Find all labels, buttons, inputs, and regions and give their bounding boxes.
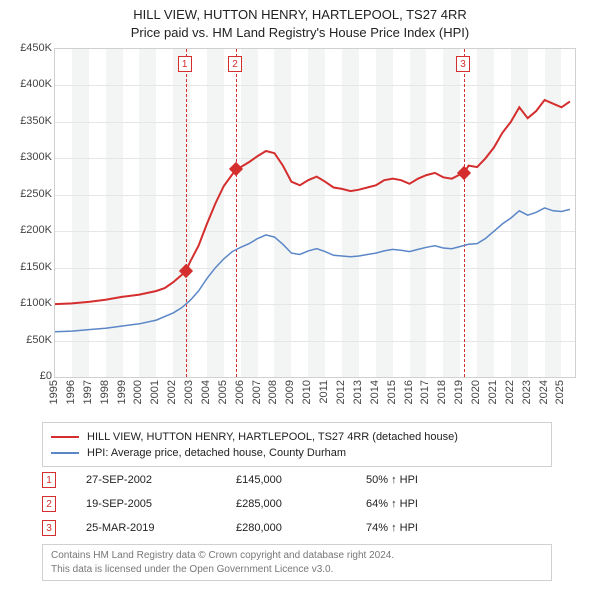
x-tick-label: 2015 xyxy=(386,380,398,404)
x-tick-label: 1996 xyxy=(65,380,77,404)
x-tick-label: 2025 xyxy=(554,380,566,404)
title-block: HILL VIEW, HUTTON HENRY, HARTLEPOOL, TS2… xyxy=(0,0,600,41)
x-tick-label: 2012 xyxy=(335,380,347,404)
transaction-pct: 64% ↑ HPI xyxy=(366,498,486,510)
transaction-row: 3 25-MAR-2019 £280,000 74% ↑ HPI xyxy=(42,516,552,540)
x-tick-label: 2005 xyxy=(217,380,229,404)
legend-label-property: HILL VIEW, HUTTON HENRY, HARTLEPOOL, TS2… xyxy=(87,431,458,443)
x-tick-label: 2017 xyxy=(419,380,431,404)
transaction-marker: 3 xyxy=(42,520,56,536)
y-tick-label: £350K xyxy=(4,115,52,127)
transaction-pct: 50% ↑ HPI xyxy=(366,474,486,486)
y-tick-label: £0 xyxy=(4,370,52,382)
x-tick-label: 2024 xyxy=(538,380,550,404)
x-tick-label: 2011 xyxy=(318,380,330,404)
event-marker-box: 1 xyxy=(178,56,192,72)
y-tick-label: £100K xyxy=(4,297,52,309)
title-line-1: HILL VIEW, HUTTON HENRY, HARTLEPOOL, TS2… xyxy=(0,6,600,24)
x-tick-label: 2022 xyxy=(504,380,516,404)
title-line-2: Price paid vs. HM Land Registry's House … xyxy=(0,24,600,42)
transaction-price: £280,000 xyxy=(236,522,366,534)
transaction-pct: 74% ↑ HPI xyxy=(366,522,486,534)
legend-row-hpi: HPI: Average price, detached house, Coun… xyxy=(51,445,543,461)
x-tick-label: 2009 xyxy=(284,380,296,404)
x-tick-label: 1997 xyxy=(82,380,94,404)
x-tick-label: 1995 xyxy=(48,380,60,404)
transaction-row: 2 19-SEP-2005 £285,000 64% ↑ HPI xyxy=(42,492,552,516)
x-tick-label: 2008 xyxy=(267,380,279,404)
transaction-price: £145,000 xyxy=(236,474,366,486)
x-tick-label: 2023 xyxy=(521,380,533,404)
chart-plot-area xyxy=(54,48,576,378)
y-tick-label: £200K xyxy=(4,224,52,236)
x-tick-label: 2014 xyxy=(369,380,381,404)
y-tick-label: £450K xyxy=(4,42,52,54)
page: { "title": { "line1": "HILL VIEW, HUTTON… xyxy=(0,0,600,590)
legend-row-property: HILL VIEW, HUTTON HENRY, HARTLEPOOL, TS2… xyxy=(51,429,543,445)
event-marker-box: 3 xyxy=(456,56,470,72)
x-tick-label: 1998 xyxy=(99,380,111,404)
transaction-marker: 2 xyxy=(42,496,56,512)
legend-swatch-hpi xyxy=(51,452,79,454)
x-tick-label: 1999 xyxy=(116,380,128,404)
transaction-date: 25-MAR-2019 xyxy=(56,522,236,534)
series-svg xyxy=(55,49,575,377)
event-marker-box: 2 xyxy=(228,56,242,72)
transaction-marker: 1 xyxy=(42,472,56,488)
series-line-property xyxy=(55,100,570,304)
x-tick-label: 2020 xyxy=(470,380,482,404)
x-tick-label: 2003 xyxy=(183,380,195,404)
y-tick-label: £400K xyxy=(4,78,52,90)
legend-swatch-property xyxy=(51,436,79,438)
y-tick-label: £300K xyxy=(4,151,52,163)
attribution-line-1: Contains HM Land Registry data © Crown c… xyxy=(51,549,543,563)
transaction-date: 27-SEP-2002 xyxy=(56,474,236,486)
x-tick-label: 2010 xyxy=(301,380,313,404)
attribution-line-2: This data is licensed under the Open Gov… xyxy=(51,563,543,577)
transactions-table: 1 27-SEP-2002 £145,000 50% ↑ HPI 2 19-SE… xyxy=(42,468,552,540)
x-tick-label: 2021 xyxy=(487,380,499,404)
x-tick-label: 2018 xyxy=(436,380,448,404)
transaction-date: 19-SEP-2005 xyxy=(56,498,236,510)
legend: HILL VIEW, HUTTON HENRY, HARTLEPOOL, TS2… xyxy=(42,422,552,467)
attribution: Contains HM Land Registry data © Crown c… xyxy=(42,544,552,581)
x-tick-label: 2002 xyxy=(166,380,178,404)
y-tick-label: £250K xyxy=(4,188,52,200)
x-tick-label: 2006 xyxy=(234,380,246,404)
x-tick-label: 2013 xyxy=(352,380,364,404)
x-tick-label: 2019 xyxy=(453,380,465,404)
series-line-hpi xyxy=(55,208,570,332)
transaction-row: 1 27-SEP-2002 £145,000 50% ↑ HPI xyxy=(42,468,552,492)
x-tick-label: 2004 xyxy=(200,380,212,404)
legend-label-hpi: HPI: Average price, detached house, Coun… xyxy=(87,447,346,459)
x-tick-label: 2000 xyxy=(132,380,144,404)
y-tick-label: £50K xyxy=(4,334,52,346)
x-tick-label: 2016 xyxy=(403,380,415,404)
x-tick-label: 2007 xyxy=(251,380,263,404)
x-tick-label: 2001 xyxy=(149,380,161,404)
transaction-price: £285,000 xyxy=(236,498,366,510)
y-tick-label: £150K xyxy=(4,261,52,273)
